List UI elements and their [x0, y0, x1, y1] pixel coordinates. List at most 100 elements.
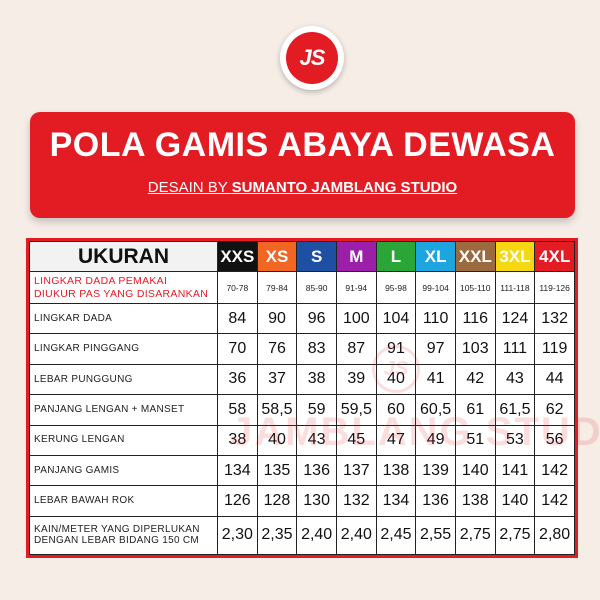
row-label-line: DENGAN LEBAR BIDANG 150 CM	[34, 535, 200, 547]
js-logo: JS	[280, 26, 344, 90]
size-header-l: L	[375, 241, 417, 272]
table-cell: 137	[335, 454, 377, 487]
size-header-xxs: XXS	[217, 241, 258, 272]
table-cell: 38	[296, 363, 337, 396]
table-cell: 43	[296, 424, 337, 456]
table-cell: 2,30	[217, 515, 258, 556]
row-label-line: LINGKAR DADA PEMAKAI	[34, 275, 168, 288]
row-label: LINGKAR PINGGANG	[29, 333, 218, 365]
table-row: LEBAR PUNGGUNG 36 37 38 39 40 41 42 43 44	[29, 363, 575, 396]
size-header-row: UKURAN XXS XS S M L XL XXL 3XL 4XL	[29, 241, 575, 272]
js-logo-mark: JS	[286, 32, 338, 84]
table-cell: 79-84	[256, 271, 298, 304]
row-label: LEBAR BAWAH ROK	[29, 485, 218, 517]
table-cell: 100	[335, 302, 377, 335]
table-cell: 53	[494, 424, 536, 456]
table-cell: 134	[217, 454, 258, 487]
table-cell: 2,40	[296, 515, 337, 556]
table-cell: 141	[494, 454, 536, 487]
table-cell: 2,75	[494, 515, 536, 556]
table-cell: 142	[534, 454, 575, 487]
table-cell: 59	[296, 394, 337, 426]
table-cell: 41	[415, 363, 456, 396]
table-cell: 2,55	[415, 515, 456, 556]
table-cell: 134	[375, 485, 417, 517]
table-cell: 136	[415, 485, 456, 517]
row-label: LINGKAR DADA	[29, 302, 218, 335]
table-cell: 36	[217, 363, 258, 396]
table-cell: 119	[534, 333, 575, 365]
row-label: PANJANG LENGAN + MANSET	[29, 394, 218, 426]
table-cell: 91-94	[335, 271, 377, 304]
table-cell: 103	[454, 333, 496, 365]
table-cell: 111-118	[494, 271, 536, 304]
table-cell: 42	[454, 363, 496, 396]
table-cell: 130	[296, 485, 337, 517]
size-header-xl: XL	[415, 241, 456, 272]
subtitle-prefix: DESAIN BY	[147, 179, 232, 196]
table-cell: 70-78	[217, 271, 258, 304]
table-row: KERUNG LENGAN 38 40 43 45 47 49 51 53 56	[29, 424, 575, 456]
table-cell: 85-90	[296, 271, 337, 304]
table-cell: 128	[256, 485, 298, 517]
table-cell: 135	[256, 454, 298, 487]
size-header-xs: XS	[256, 241, 298, 272]
size-header-3xl: 3XL	[494, 241, 536, 272]
table-cell: 138	[454, 485, 496, 517]
table-cell: 43	[494, 363, 536, 396]
table-cell: 60,5	[415, 394, 456, 426]
table-cell: 51	[454, 424, 496, 456]
row-label: KERUNG LENGAN	[29, 424, 218, 456]
fabric-requirement-row: KAIN/METER YANG DIPERLUKAN DENGAN LEBAR B…	[29, 515, 575, 556]
table-cell: 139	[415, 454, 456, 487]
row-label-line: KAIN/METER YANG DIPERLUKAN	[34, 523, 200, 535]
table-cell: 99-104	[415, 271, 456, 304]
table-row: LEBAR BAWAH ROK 126 128 130 132 134 136 138 140 1…	[29, 485, 575, 517]
table-cell: 136	[296, 454, 337, 487]
page-title: POLA GAMIS ABAYA DEWASA	[49, 126, 556, 164]
table-cell: 138	[375, 454, 417, 487]
table-cell: 96	[296, 302, 337, 335]
title-banner: POLA GAMIS ABAYA DEWASA DESAIN BY SUMANT…	[30, 112, 575, 218]
table-cell: 58	[217, 394, 258, 426]
table-cell: 61	[454, 394, 496, 426]
table-cell: 91	[375, 333, 417, 365]
row-label-line: DIUKUR PAS YANG DISARANKAN	[34, 287, 209, 300]
table-cell: 40	[256, 424, 298, 456]
table-cell: 45	[335, 424, 377, 456]
size-chart-table: UKURAN XXS XS S M L XL XXL 3XL 4XL LINGKAR DADA PE…	[26, 238, 578, 558]
row-label-recommended-bust: LINGKAR DADA PEMAKAI DIUKUR PAS YANG DISA…	[29, 271, 218, 304]
table-cell: 83	[296, 333, 337, 365]
table-cell: 119-126	[534, 271, 575, 304]
table-cell: 38	[217, 424, 258, 456]
table-cell: 40	[375, 363, 417, 396]
table-cell: 44	[534, 363, 575, 396]
table-cell: 132	[534, 302, 575, 335]
row-label: PANJANG GAMIS	[29, 454, 218, 487]
table-cell: 105-110	[454, 271, 496, 304]
row-label-fabric: KAIN/METER YANG DIPERLUKAN DENGAN LEBAR B…	[29, 515, 218, 556]
table-row: LINGKAR DADA 84 90 96 100 104 110 116 124 132	[29, 302, 575, 335]
table-cell: 140	[494, 485, 536, 517]
table-cell: 59,5	[335, 394, 377, 426]
table-cell: 62	[534, 394, 575, 426]
table-cell: 111	[494, 333, 536, 365]
table-cell: 2,40	[335, 515, 377, 556]
table-cell: 140	[454, 454, 496, 487]
subtitle-studio-name: SUMANTO JAMBLANG STUDIO	[231, 179, 458, 196]
table-row: PANJANG LENGAN + MANSET 58 58,5 59 59,5 60 60,…	[29, 394, 575, 426]
table-cell: 132	[335, 485, 377, 517]
size-table: UKURAN XXS XS S M L XL XXL 3XL 4XL LINGKAR DADA PE…	[29, 241, 575, 556]
table-cell: 104	[375, 302, 417, 335]
table-row: LINGKAR PINGGANG 70 76 83 87 91 97 103 111 119	[29, 333, 575, 365]
table-cell: 116	[454, 302, 496, 335]
table-cell: 142	[534, 485, 575, 517]
table-cell: 76	[256, 333, 298, 365]
table-cell: 61,5	[494, 394, 536, 426]
table-cell: 39	[335, 363, 377, 396]
table-cell: 110	[415, 302, 456, 335]
row-label: LEBAR PUNGGUNG	[29, 363, 218, 396]
table-cell: 47	[375, 424, 417, 456]
size-header-4xl: 4XL	[534, 241, 575, 272]
table-cell: 90	[256, 302, 298, 335]
